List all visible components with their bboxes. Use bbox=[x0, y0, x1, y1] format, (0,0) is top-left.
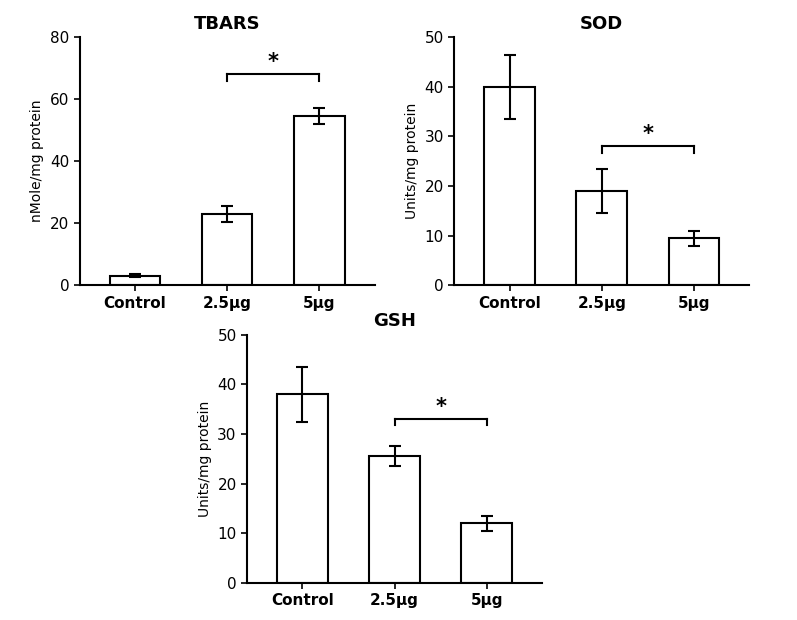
Bar bbox=[294, 116, 344, 285]
Y-axis label: nMole/mg protein: nMole/mg protein bbox=[30, 100, 45, 223]
Bar bbox=[277, 394, 328, 583]
Title: SOD: SOD bbox=[580, 15, 623, 33]
Bar bbox=[110, 276, 160, 285]
Y-axis label: Units/mg protein: Units/mg protein bbox=[405, 103, 419, 219]
Text: *: * bbox=[268, 52, 279, 72]
Title: TBARS: TBARS bbox=[194, 15, 261, 33]
Bar bbox=[461, 523, 512, 583]
Bar bbox=[669, 238, 719, 285]
Y-axis label: Units/mg protein: Units/mg protein bbox=[198, 401, 212, 517]
Bar bbox=[202, 214, 253, 285]
Text: *: * bbox=[435, 397, 446, 417]
Text: *: * bbox=[642, 124, 654, 144]
Bar bbox=[576, 191, 627, 285]
Bar bbox=[485, 87, 535, 285]
Bar bbox=[369, 456, 420, 583]
Title: GSH: GSH bbox=[373, 312, 416, 330]
